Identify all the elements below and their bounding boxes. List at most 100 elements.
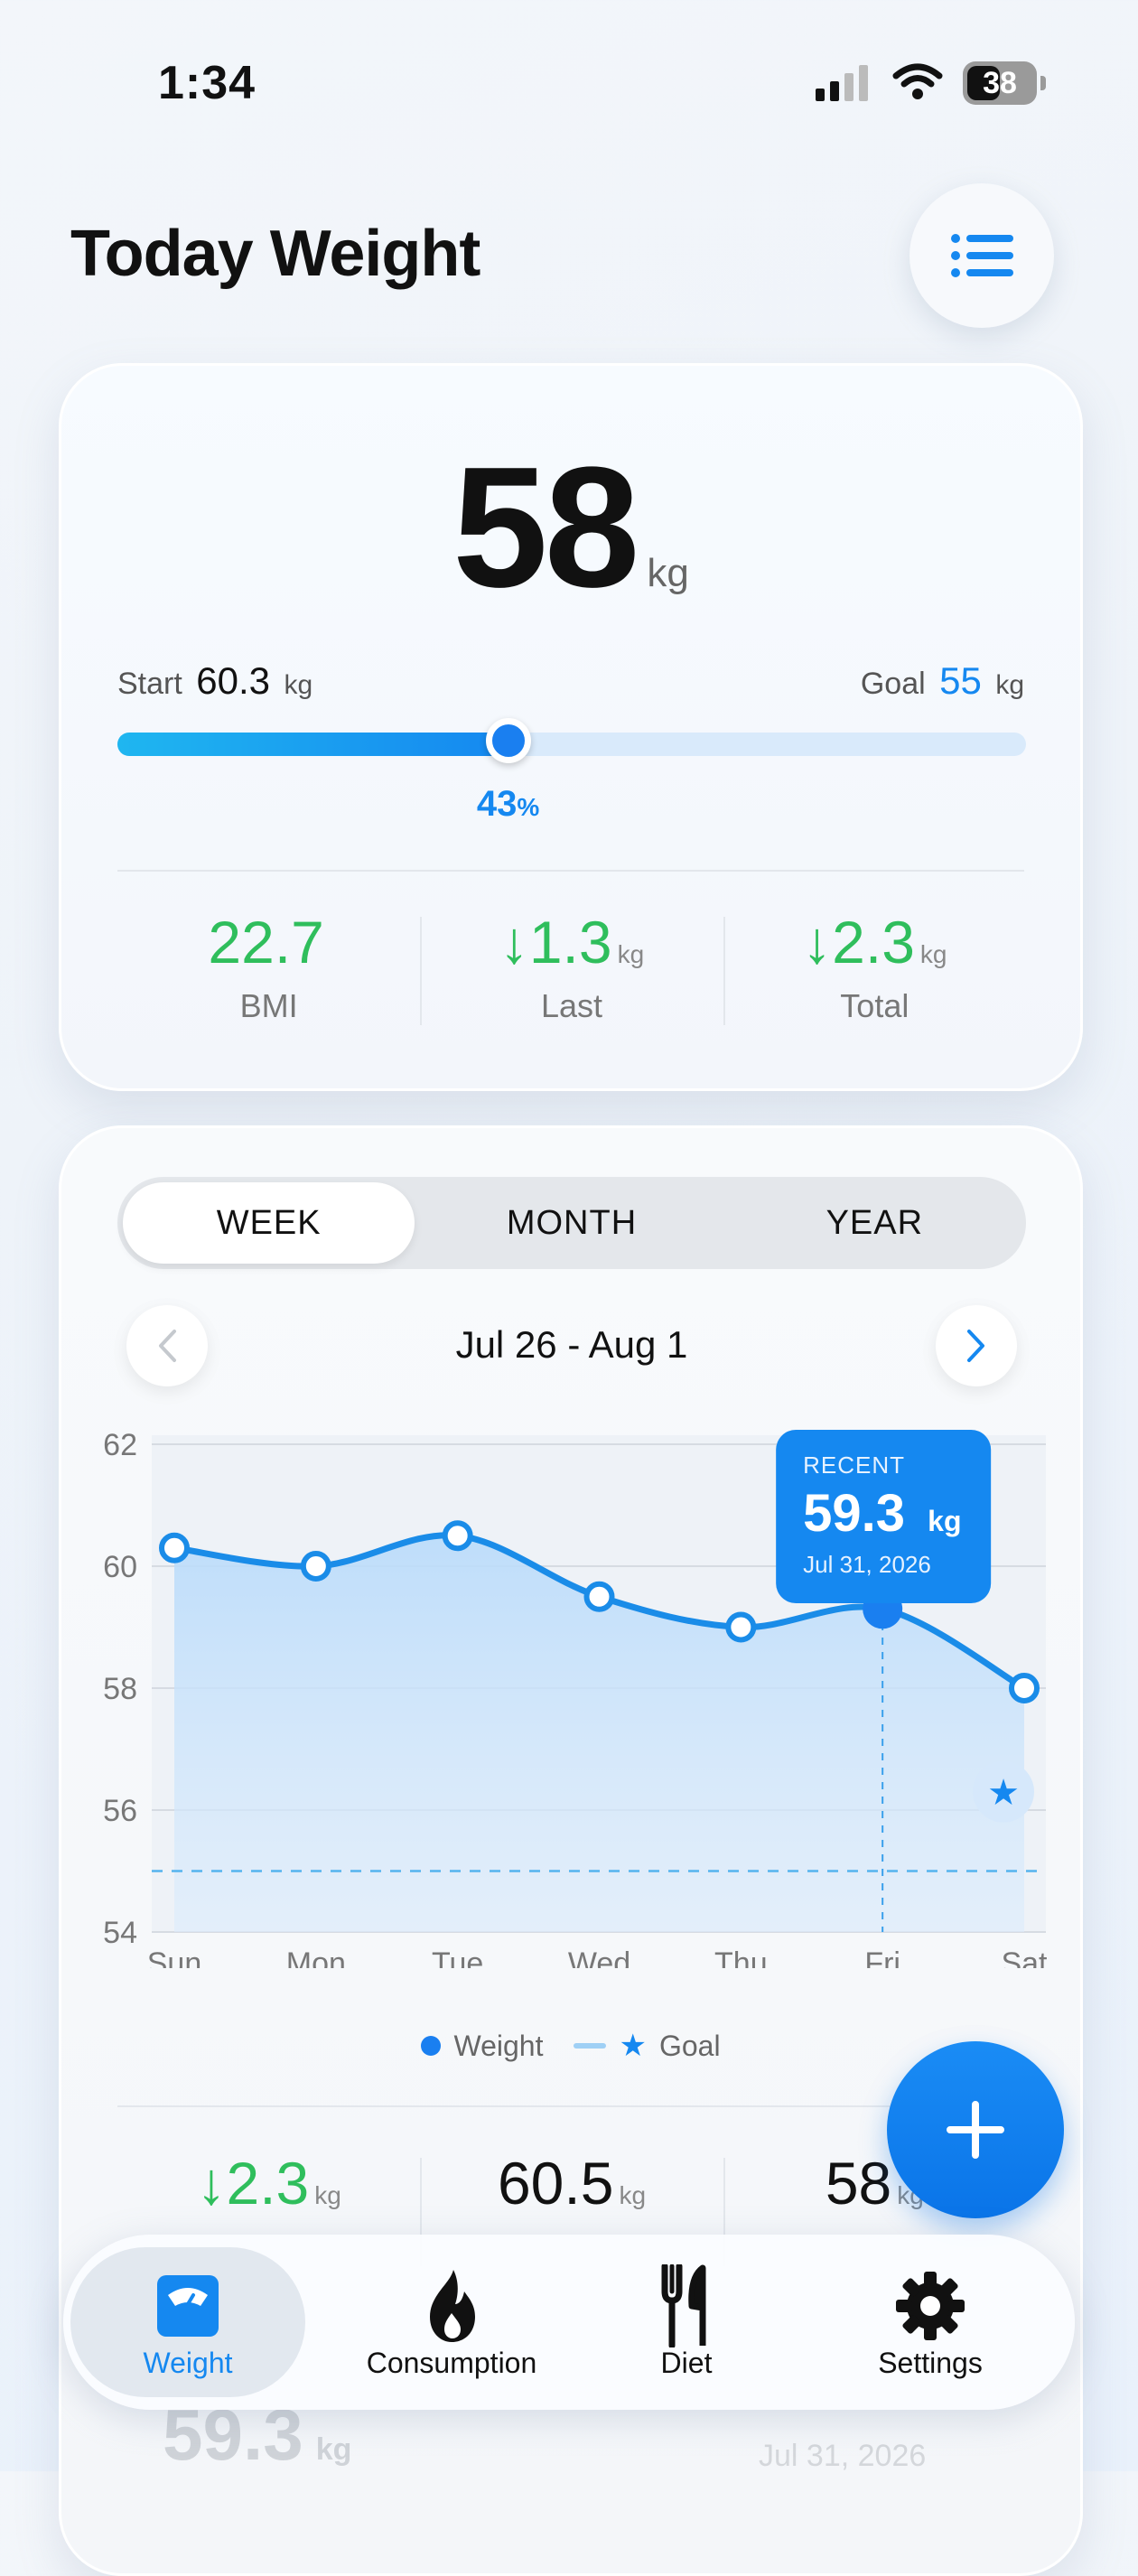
goal-weight: Goal 55 kg	[861, 659, 1024, 703]
stat-last: ↓1.3 kg Last	[420, 908, 723, 1025]
star-icon: ★	[619, 2029, 647, 2063]
goal-label: Goal	[860, 667, 926, 701]
stat-label: Last	[540, 987, 603, 1024]
legend-goal-line	[574, 2043, 607, 2049]
status-time: 1:34	[158, 57, 257, 109]
plus-icon	[947, 2101, 1004, 2159]
chevron-right-icon	[967, 1330, 984, 1362]
x-tick-label: Mon	[286, 1946, 346, 1968]
x-tick-label: Sat	[1001, 1946, 1048, 1968]
legend-goal-label: Goal	[658, 2029, 721, 2062]
data-point	[725, 1611, 757, 1643]
progress-bar	[117, 718, 1026, 763]
chevron-left-icon	[159, 1330, 176, 1362]
period-stat-max: 60.5 kg	[420, 2149, 723, 2275]
legend-weight-marker	[421, 2036, 442, 2056]
tab-consumption-label: Consumption	[366, 2346, 537, 2379]
stat-value: 2.3	[832, 909, 915, 975]
tab-month[interactable]: MONTH	[506, 1203, 638, 1242]
tab-settings[interactable]: Settings	[822, 2247, 1039, 2397]
progress-fill	[117, 733, 508, 756]
x-tick-label: Tue	[432, 1946, 483, 1968]
weight-line-chart: 54 56 58 60 62 ★ Sun Mon Tue Wed Thu Fri Sat RECENT 59…	[103, 1428, 1048, 1968]
period-segmented-control: WEEK MONTH YEAR	[117, 1177, 1026, 1269]
add-weight-button[interactable]	[887, 2041, 1064, 2218]
current-weight-unit: kg	[647, 551, 689, 595]
stat-label: BMI	[239, 987, 298, 1024]
date-range-nav: Jul 26 - Aug 1	[126, 1305, 1017, 1388]
status-bar: 1:34 38	[0, 0, 1138, 163]
y-tick-label: 60	[103, 1550, 137, 1584]
gear-icon	[896, 2271, 965, 2340]
weight-area	[174, 1535, 1024, 1932]
legend-weight-label: Weight	[453, 2029, 544, 2062]
battery-level: 38	[983, 65, 1017, 100]
stat-value: 60.5	[497, 2150, 614, 2217]
x-tick-label: Fri	[864, 1946, 900, 1968]
flame-icon	[430, 2269, 475, 2342]
stat-value: 1.3	[528, 909, 612, 975]
cellular-signal-icon	[816, 65, 868, 101]
stat-value: 22.7	[208, 909, 324, 975]
goal-marker-bg	[973, 1760, 1034, 1823]
date-range-label: Jul 26 - Aug 1	[455, 1323, 688, 1366]
stat-total: ↓2.3 kg Total	[723, 908, 1026, 1025]
arrow-down-icon: ↓	[499, 909, 529, 975]
wifi-icon	[892, 63, 943, 99]
tab-weight-label: Weight	[143, 2346, 233, 2379]
arrow-down-icon: ↓	[802, 909, 833, 975]
current-weight: 58 kg	[61, 429, 1080, 626]
tab-weight[interactable]: Weight	[70, 2247, 305, 2397]
chart-legend: Weight ★ Goal	[61, 2028, 1080, 2064]
arrow-down-icon: ↓	[196, 2150, 227, 2217]
stat-value: 2.3	[226, 2150, 310, 2217]
divider	[117, 870, 1024, 872]
previous-range-button[interactable]	[126, 1305, 208, 1386]
tab-consumption[interactable]: Consumption	[334, 2247, 569, 2397]
summary-stats: 22.7 BMI ↓1.3 kg Last ↓2.3 kg Total	[117, 908, 1026, 1025]
weight-summary-card: 58 kg Start 60.3 kg Goal 55 kg 43% 22.7 B…	[59, 363, 1083, 1091]
data-point	[159, 1532, 190, 1563]
tab-week[interactable]: WEEK	[123, 1182, 415, 1264]
tab-diet-label: Diet	[660, 2346, 713, 2379]
menu-button[interactable]	[909, 183, 1054, 328]
tooltip-box	[776, 1430, 992, 1603]
divider	[117, 2105, 1024, 2107]
tooltip-unit: kg	[928, 1505, 961, 1537]
battery-indicator: 38	[963, 61, 1046, 105]
progress-percent: 43%	[476, 784, 540, 824]
scale-icon	[157, 2274, 219, 2337]
tooltip-value: 59.3	[803, 1484, 905, 1543]
tooltip-date: Jul 31, 2026	[803, 1551, 931, 1578]
tab-year[interactable]: YEAR	[826, 1203, 924, 1242]
period-stat-change: ↓2.3 kg	[196, 2150, 341, 2217]
tab-diet[interactable]: Diet	[596, 2247, 777, 2397]
progress-knob	[485, 718, 531, 763]
y-tick-label: 58	[103, 1672, 137, 1706]
page-title: Today Weight	[70, 218, 480, 290]
stat-bmi: 22.7 BMI	[117, 908, 420, 1025]
y-tick-label: 56	[103, 1794, 137, 1828]
data-point	[300, 1551, 331, 1582]
start-unit: kg	[284, 670, 313, 700]
start-label: Start	[117, 667, 182, 701]
stat-value: 58	[825, 2150, 892, 2217]
recent-entry-date: Jul 31, 2026	[759, 2439, 927, 2473]
next-range-button[interactable]	[936, 1305, 1017, 1386]
start-weight: Start 60.3 kg	[117, 659, 312, 703]
goal-unit: kg	[995, 670, 1024, 700]
list-icon	[951, 234, 1013, 277]
data-point	[442, 1520, 473, 1552]
y-tick-label: 62	[103, 1428, 137, 1462]
goal-star-icon: ★	[987, 1772, 1020, 1814]
x-tick-label: Sun	[147, 1946, 202, 1968]
bottom-tab-bar: Weight Consumption Diet	[63, 2235, 1075, 2410]
x-tick-label: Wed	[568, 1946, 630, 1968]
data-point	[583, 1581, 615, 1612]
x-tick-label: Thu	[714, 1946, 768, 1968]
data-point	[1009, 1673, 1040, 1703]
stat-label: Total	[840, 987, 909, 1024]
y-tick-label: 54	[103, 1916, 137, 1950]
tooltip-title: RECENT	[803, 1451, 905, 1479]
start-value: 60.3	[196, 659, 271, 702]
